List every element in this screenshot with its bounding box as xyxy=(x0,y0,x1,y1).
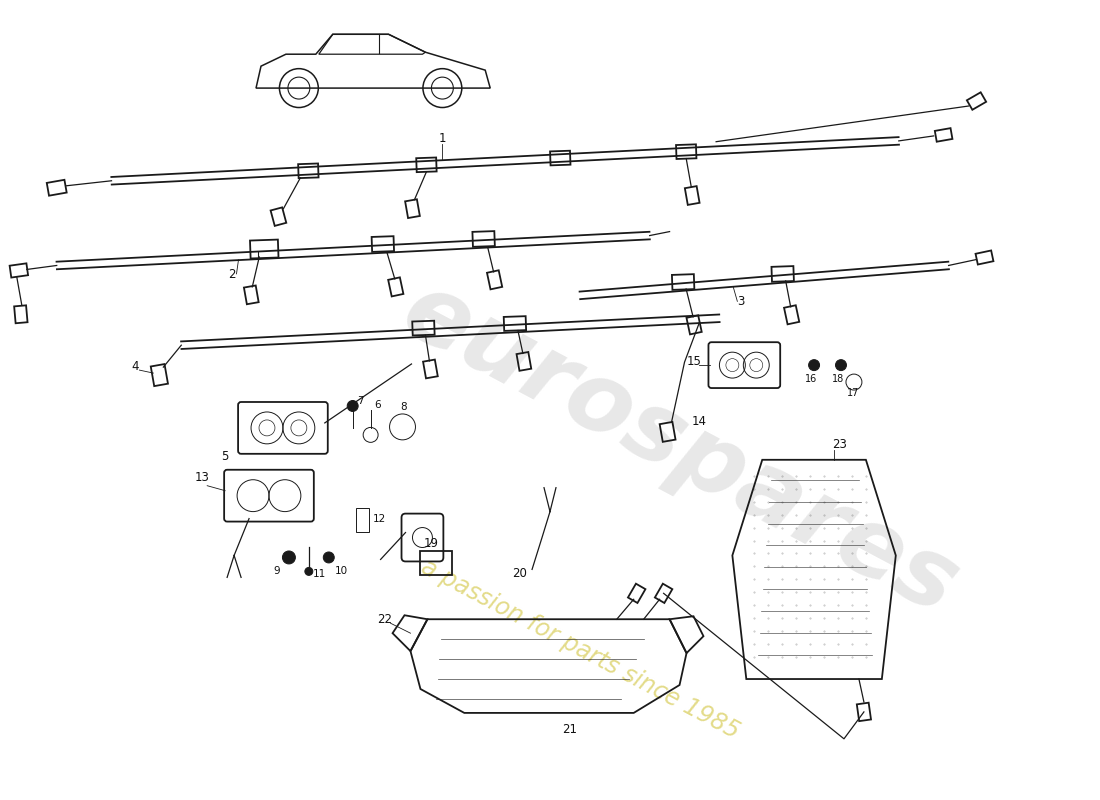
Text: 1: 1 xyxy=(439,132,446,145)
Text: 15: 15 xyxy=(686,355,702,368)
Circle shape xyxy=(283,551,296,564)
Text: 11: 11 xyxy=(312,570,326,579)
Text: 18: 18 xyxy=(832,374,845,384)
Circle shape xyxy=(808,360,820,370)
Text: 14: 14 xyxy=(692,415,706,428)
Text: 13: 13 xyxy=(195,470,209,484)
Text: 10: 10 xyxy=(334,566,348,576)
Text: 20: 20 xyxy=(513,567,527,580)
Text: 3: 3 xyxy=(737,295,745,308)
Text: 23: 23 xyxy=(832,438,847,451)
Text: 21: 21 xyxy=(562,723,578,736)
Text: a passion for parts since 1985: a passion for parts since 1985 xyxy=(417,554,744,743)
Circle shape xyxy=(305,567,312,575)
Text: 5: 5 xyxy=(221,450,229,462)
Text: eurospares: eurospares xyxy=(386,264,972,635)
Text: 16: 16 xyxy=(805,374,817,384)
Circle shape xyxy=(348,401,359,411)
Text: 4: 4 xyxy=(132,360,139,373)
Text: 6: 6 xyxy=(375,400,382,410)
Text: 2: 2 xyxy=(229,268,236,281)
Circle shape xyxy=(836,360,847,370)
Circle shape xyxy=(323,552,334,563)
Text: 22: 22 xyxy=(377,614,393,626)
Text: 8: 8 xyxy=(400,402,407,412)
Text: 9: 9 xyxy=(273,566,279,576)
Text: 19: 19 xyxy=(424,538,439,550)
Text: 7: 7 xyxy=(356,396,363,406)
Text: 17: 17 xyxy=(847,388,859,398)
Bar xyxy=(355,508,368,531)
Bar xyxy=(420,551,452,575)
Text: 12: 12 xyxy=(373,514,386,523)
